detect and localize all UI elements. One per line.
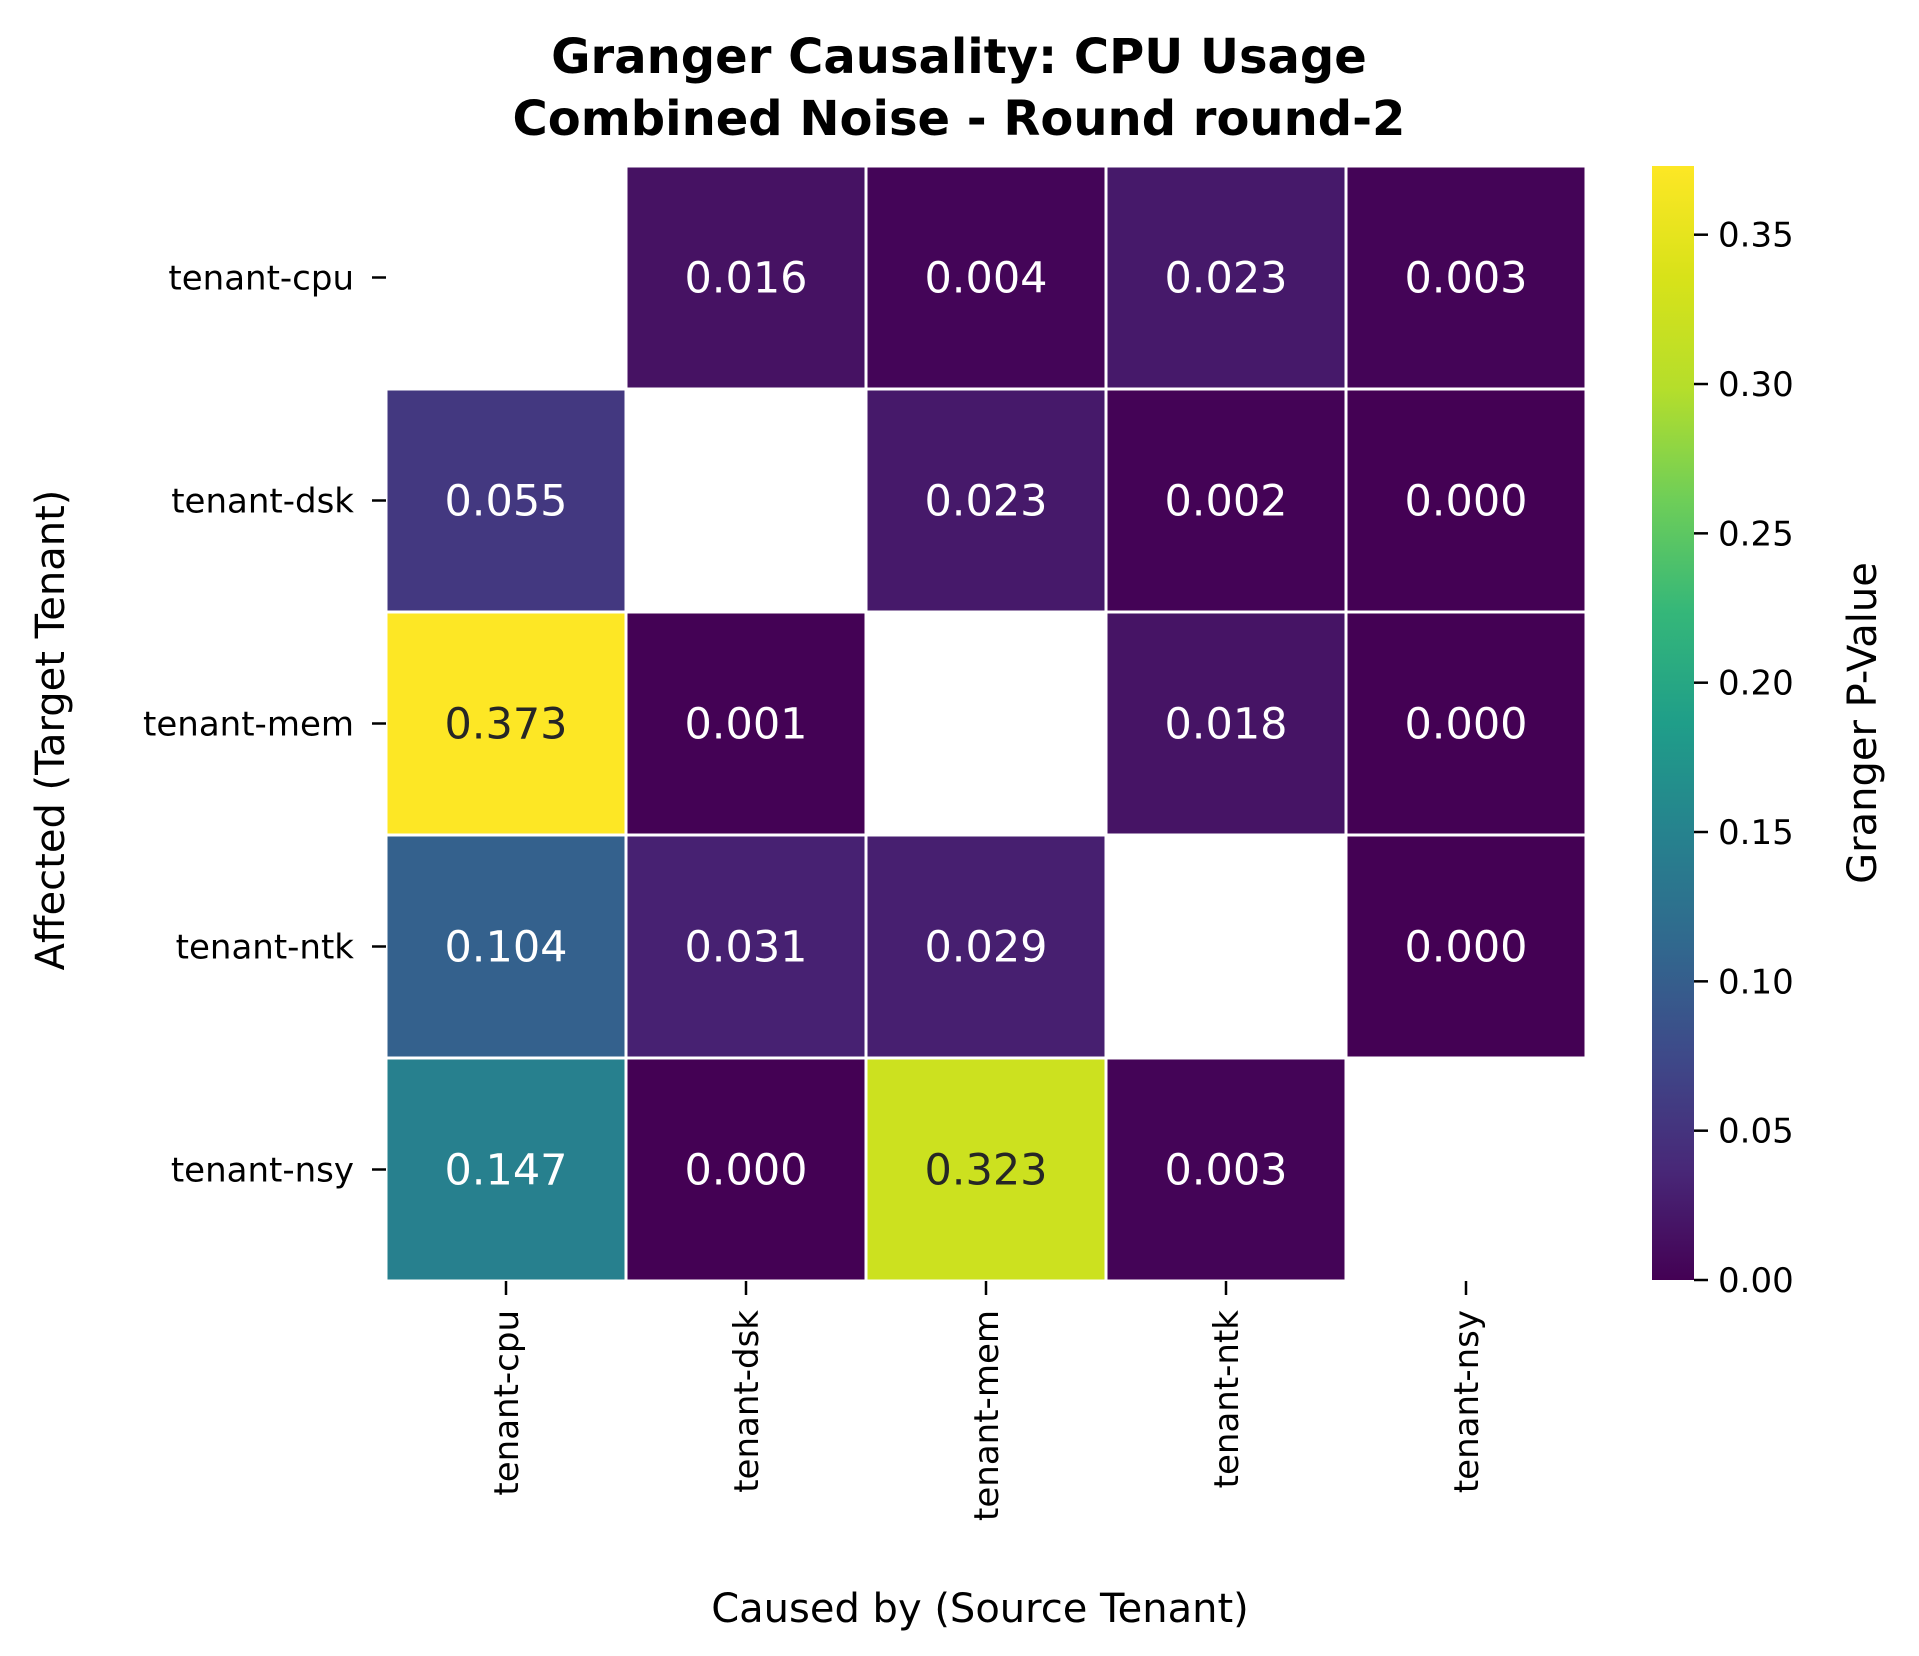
colorbar-tick-label: 0.15: [1718, 813, 1794, 853]
colorbar-tick-label: 0.30: [1718, 365, 1794, 405]
cell-value-label: 0.029: [924, 923, 1047, 973]
heatmap-cell: [1104, 164, 1348, 391]
chart-title-line1: Granger Causality: CPU Usage: [551, 29, 1367, 85]
x-tick-label: tenant-nsy: [1447, 1310, 1487, 1493]
colorbar-tick-label: 0.20: [1718, 664, 1794, 704]
heatmap-cell: [1104, 1056, 1348, 1283]
heatmap-cell: [384, 833, 628, 1060]
x-axis-label: Caused by (Source Tenant): [711, 1586, 1249, 1632]
y-tick-label: tenant-nsy: [171, 1151, 354, 1191]
cell-value-label: 0.003: [1404, 254, 1527, 304]
y-axis-ticks: tenant-cpu tenant-dsk tenant-mem tenant-ntk…: [143, 259, 386, 1191]
cell-value-label: 0.000: [1404, 477, 1527, 527]
cell-value-label: 0.000: [1404, 700, 1527, 750]
colorbar-tick-label: 0.35: [1718, 216, 1794, 256]
colorbar-label: Granger P-Value: [1840, 562, 1886, 884]
colorbar-tick-label: 0.10: [1718, 962, 1794, 1002]
colorbar-ticks: 0.00 0.05 0.10 0.15 0.20 0.25 0.30 0.35: [1694, 216, 1794, 1301]
heatmap-cell: [384, 387, 628, 614]
heatmap-cell: [1344, 610, 1588, 837]
heatmap-cell: [1344, 387, 1588, 614]
x-tick-label: tenant-dsk: [727, 1310, 767, 1493]
heatmap-cell: [624, 833, 868, 1060]
chart-title-line2: Combined Noise - Round round-2: [513, 91, 1406, 147]
x-tick-label: tenant-mem: [967, 1310, 1007, 1521]
y-tick-label: tenant-dsk: [171, 482, 354, 522]
colorbar-tick-label: 0.25: [1718, 514, 1794, 554]
heatmap-cell: [864, 833, 1108, 1060]
cell-value-label: 0.373: [444, 700, 567, 750]
heatmap-cell: [864, 387, 1108, 614]
cell-value-label: 0.002: [1164, 477, 1287, 527]
colorbar: [1652, 166, 1694, 1280]
cell-value-label: 0.323: [924, 1146, 1047, 1196]
cell-value-label: 0.004: [924, 254, 1047, 304]
cell-value-label: 0.023: [924, 477, 1047, 527]
cell-value-label: 0.016: [684, 254, 807, 304]
heatmap-cell: [864, 164, 1108, 391]
cell-value-label: 0.003: [1164, 1146, 1287, 1196]
x-axis-ticks: tenant-cpu tenant-dsk tenant-mem tenant-ntk…: [487, 1281, 1487, 1521]
cell-value-label: 0.018: [1164, 700, 1287, 750]
cell-value-label: 0.104: [444, 923, 567, 973]
cell-value-label: 0.055: [444, 477, 567, 527]
heatmap-cell: [864, 1056, 1108, 1283]
colorbar-tick-label: 0.00: [1718, 1261, 1794, 1301]
colorbar-tick-label: 0.05: [1718, 1112, 1794, 1152]
heatmap-cell: [1344, 164, 1588, 391]
x-tick-label: tenant-ntk: [1207, 1310, 1247, 1489]
cell-value-label: 0.023: [1164, 254, 1287, 304]
y-tick-label: tenant-ntk: [176, 928, 355, 968]
heatmap-cell: [1344, 833, 1588, 1060]
heatmap-cell: [624, 164, 868, 391]
cell-value-label: 0.001: [684, 700, 807, 750]
heatmap-cells: 0.016 0.004 0.023 0.003 0.055 0.023 0.002 0.000…: [384, 164, 1588, 1283]
y-tick-label: tenant-mem: [143, 705, 354, 745]
y-tick-label: tenant-cpu: [168, 259, 354, 299]
cell-value-label: 0.147: [444, 1146, 567, 1196]
heatmap-cell: [624, 1056, 868, 1283]
y-axis-label: Affected (Target Tenant): [28, 490, 74, 971]
x-tick-label: tenant-cpu: [487, 1310, 527, 1496]
cell-value-label: 0.031: [684, 923, 807, 973]
cell-value-label: 0.000: [684, 1146, 807, 1196]
cell-value-label: 0.000: [1404, 923, 1527, 973]
heatmap-cell: [624, 610, 868, 837]
